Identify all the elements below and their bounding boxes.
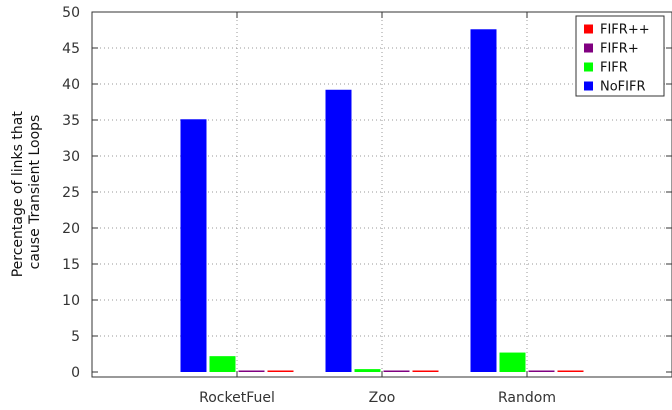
y-tick-label: 40 [62, 77, 80, 93]
y-axis-title-line-2: cause Transient Loops [27, 115, 43, 270]
legend-label: FIFR++ [600, 23, 650, 38]
legend-swatch [584, 81, 593, 91]
legend-label: FIFR+ [600, 42, 639, 57]
bar-fifrplus-zoo [383, 370, 410, 372]
x-tick-label: RocketFuel [199, 390, 275, 406]
bar-fifrplusplus-rocketfuel [267, 370, 294, 372]
x-tick-label: Random [498, 390, 556, 406]
y-axis-title: Percentage of links that cause Transient… [10, 107, 43, 278]
legend-swatch [584, 62, 593, 72]
bar-fifrplusplus-zoo [412, 370, 439, 372]
y-tick-label: 45 [62, 41, 80, 57]
legend-label: FIFR [600, 61, 628, 76]
y-tick-label: 20 [62, 221, 80, 237]
y-tick-label: 50 [62, 5, 80, 21]
bar-fifr-random [499, 352, 526, 372]
bar-fifr-rocketfuel [209, 356, 236, 372]
bar-fifrplus-random [528, 370, 555, 372]
bar-fifrplus-rocketfuel [238, 370, 265, 372]
bars [180, 29, 584, 373]
tick-labels: 0 5 10 15 20 25 30 35 40 45 50 RocketFuel Zoo Random [62, 5, 556, 406]
y-tick-label: 35 [62, 113, 80, 129]
legend-swatch [584, 24, 593, 34]
y-tick-label: 15 [62, 257, 80, 273]
y-tick-label: 5 [71, 329, 80, 345]
bar-nofifr-zoo [325, 89, 352, 372]
x-tick-label: Zoo [369, 390, 396, 406]
bar-fifr-zoo [354, 369, 381, 372]
axes [91, 11, 672, 378]
legend: FIFR++ FIFR+ FIFR NoFIFR [575, 15, 665, 97]
y-tick-label: 30 [62, 149, 80, 165]
y-tick-label: 25 [62, 185, 80, 201]
bar-fifrplusplus-random [557, 370, 584, 372]
bar-nofifr-rocketfuel [180, 119, 207, 372]
legend-label: NoFIFR [600, 80, 646, 95]
y-tick-label: 10 [62, 293, 80, 309]
bar-nofifr-random [470, 29, 497, 373]
y-tick-label: 0 [71, 365, 80, 381]
y-axis-title-line-1: Percentage of links that [10, 111, 26, 278]
legend-swatch [584, 43, 593, 53]
